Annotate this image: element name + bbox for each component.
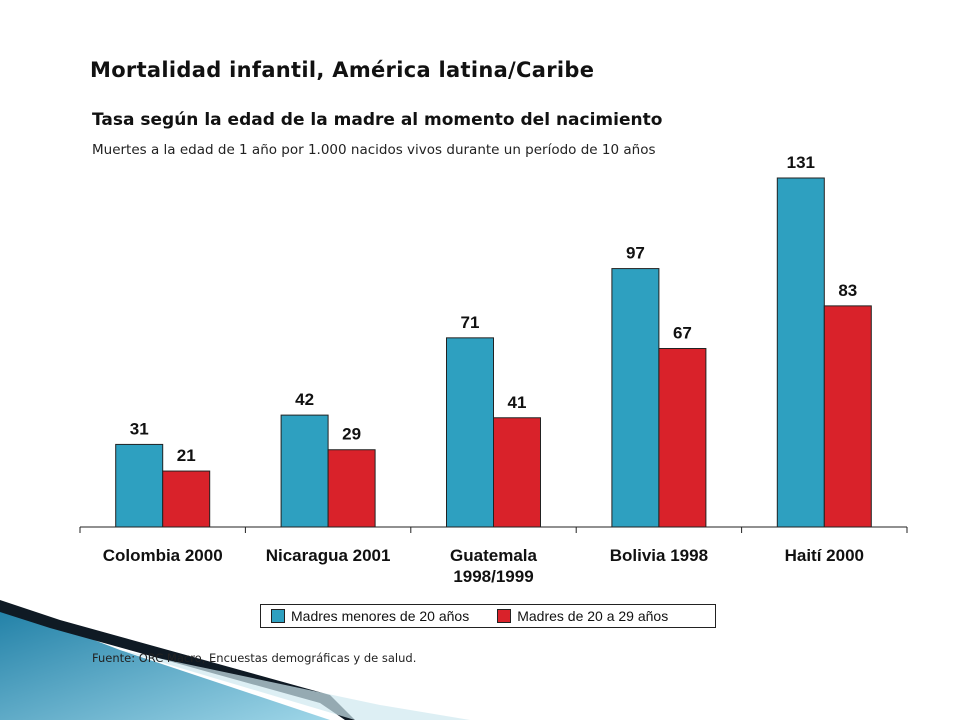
x-tick-label: Bolivia 1998	[610, 546, 708, 565]
data-label: 31	[130, 419, 149, 438]
bar-series-1	[115, 443, 164, 528]
chart-note: Muertes a la edad de 1 año por 1.000 nac…	[92, 142, 656, 158]
bar-series-1	[611, 268, 660, 528]
data-label: 83	[838, 281, 857, 300]
data-label: 97	[626, 244, 645, 263]
data-label: 131	[787, 153, 815, 172]
legend-label-series-2: Madres de 20 a 29 años	[517, 608, 669, 624]
data-label: 67	[673, 324, 692, 343]
x-tick-label: Haití 2000	[785, 546, 864, 565]
bar-series-2	[823, 305, 872, 528]
legend-label-series-1: Madres menores de 20 años	[291, 608, 470, 624]
bar-series-2	[327, 449, 376, 528]
bar-series-1	[776, 177, 825, 528]
chart-legend: Madres menores de 20 años Madres de 20 a…	[260, 604, 716, 628]
legend-item-series-1: Madres menores de 20 años	[271, 608, 469, 624]
bar-series-1	[280, 414, 329, 528]
data-label: 29	[342, 425, 361, 444]
legend-item-series-2: Madres de 20 a 29 años	[497, 608, 668, 624]
bar-series-2	[162, 470, 211, 528]
chart-subtitle: Tasa según la edad de la madre al moment…	[92, 110, 663, 130]
bar-series-2	[493, 417, 541, 528]
bar-series-2	[658, 348, 707, 528]
bar-chart: 31 21 Colombia 2000 42 29 Nicaragua 2001 71 41 G…	[79, 153, 908, 586]
x-tick-label: 1998/1999	[453, 567, 533, 586]
x-tick-label: Guatemala	[450, 546, 537, 565]
data-label: 21	[177, 446, 196, 465]
x-tick-label: Nicaragua 2001	[266, 546, 391, 565]
data-label: 71	[461, 313, 480, 332]
x-tick-label: Colombia 2000	[103, 546, 223, 565]
data-label: 41	[508, 393, 527, 412]
source-note: Fuente: ORC Macro, Encuestas demográfica…	[92, 651, 417, 665]
chart-title: Mortalidad infantil, América latina/Cari…	[90, 58, 595, 82]
bar-series-1	[446, 337, 494, 528]
data-label: 42	[295, 390, 314, 409]
legend-swatch-series-1	[271, 609, 285, 623]
legend-swatch-series-2	[497, 609, 512, 623]
